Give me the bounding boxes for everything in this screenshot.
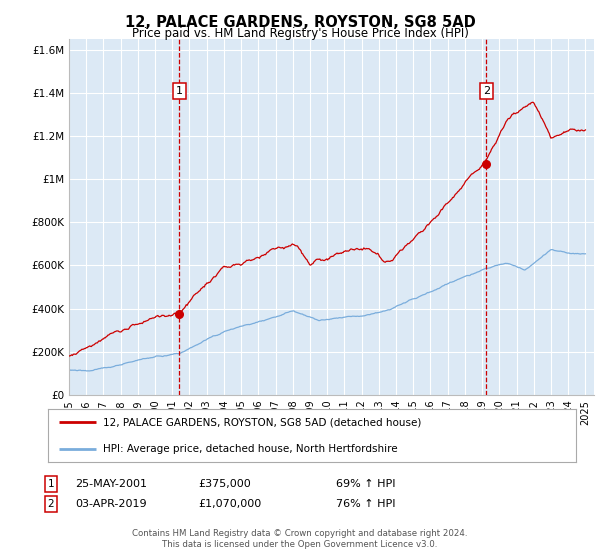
Text: This data is licensed under the Open Government Licence v3.0.: This data is licensed under the Open Gov… bbox=[163, 540, 437, 549]
Text: 03-APR-2019: 03-APR-2019 bbox=[75, 499, 146, 509]
Text: Contains HM Land Registry data © Crown copyright and database right 2024.: Contains HM Land Registry data © Crown c… bbox=[132, 529, 468, 538]
Text: £375,000: £375,000 bbox=[198, 479, 251, 489]
Text: HPI: Average price, detached house, North Hertfordshire: HPI: Average price, detached house, Nort… bbox=[103, 444, 398, 454]
Text: 12, PALACE GARDENS, ROYSTON, SG8 5AD: 12, PALACE GARDENS, ROYSTON, SG8 5AD bbox=[125, 15, 475, 30]
Text: 76% ↑ HPI: 76% ↑ HPI bbox=[336, 499, 395, 509]
Text: 2: 2 bbox=[483, 86, 490, 96]
Text: £1,070,000: £1,070,000 bbox=[198, 499, 261, 509]
Text: Price paid vs. HM Land Registry's House Price Index (HPI): Price paid vs. HM Land Registry's House … bbox=[131, 27, 469, 40]
Text: 25-MAY-2001: 25-MAY-2001 bbox=[75, 479, 147, 489]
Text: 2: 2 bbox=[47, 499, 55, 509]
Text: 12, PALACE GARDENS, ROYSTON, SG8 5AD (detached house): 12, PALACE GARDENS, ROYSTON, SG8 5AD (de… bbox=[103, 417, 422, 427]
Text: 1: 1 bbox=[176, 86, 182, 96]
Text: 69% ↑ HPI: 69% ↑ HPI bbox=[336, 479, 395, 489]
Text: 1: 1 bbox=[47, 479, 55, 489]
